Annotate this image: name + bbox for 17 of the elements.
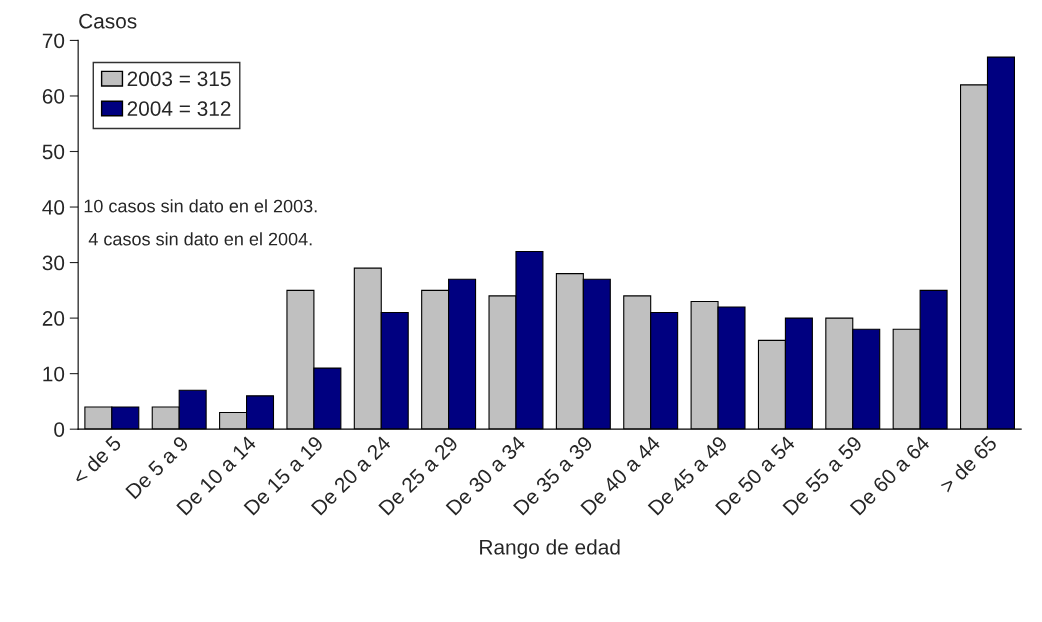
y-tick-label: 70 — [42, 33, 65, 49]
y-tick-label: 10 — [43, 366, 65, 382]
y-tick-label: 0 — [54, 422, 65, 437]
y-tick-label: 50 — [42, 144, 65, 160]
legend-label: 2003 = 315 — [127, 71, 231, 87]
x-axis-title: Rango de edad — [480, 539, 620, 559]
annotation: 10 casos sin dato en el 2003. — [84, 199, 317, 213]
x-tick-label: < de 5 — [71, 434, 123, 486]
annotation: 4 casos sin dato en el 2004. — [88, 232, 312, 246]
x-tick-label: > de 65 — [938, 434, 998, 494]
legend-label: 2004 = 312 — [127, 101, 231, 116]
y-axis-title: Casos — [79, 13, 137, 29]
y-tick-label: 30 — [42, 255, 65, 271]
y-tick-label: 20 — [42, 311, 65, 326]
y-tick-label: 60 — [42, 88, 65, 104]
y-tick-label: 40 — [42, 200, 65, 215]
x-tick-label: De 5 a 9 — [125, 435, 190, 500]
